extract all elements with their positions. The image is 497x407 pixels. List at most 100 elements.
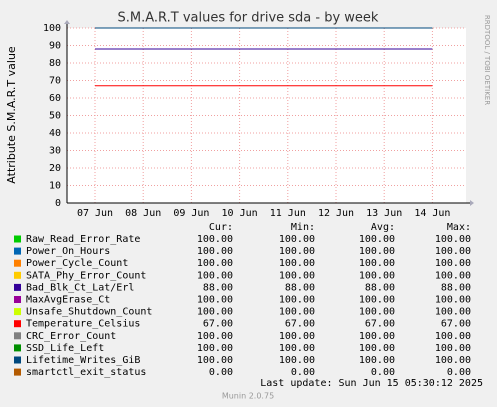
x-tick-label: 14 Jun: [414, 208, 450, 219]
x-tick-label: 10 Jun: [222, 208, 258, 219]
x-tick-label: 07 Jun: [77, 208, 113, 219]
legend-swatch: [14, 296, 21, 303]
legend-label: CRC_Error_Count: [26, 331, 116, 342]
column-header: Avg:: [371, 222, 395, 233]
y-tick-label: 70: [49, 76, 61, 87]
legend-label: SATA_Phy_Error_Count: [26, 270, 146, 281]
legend-value: 100.00: [359, 270, 395, 281]
y-tick-label: 30: [49, 146, 61, 157]
legend-value: 100.00: [197, 246, 233, 257]
legend-value: 100.00: [435, 331, 471, 342]
legend-value: 100.00: [435, 258, 471, 269]
x-arrow: [470, 200, 474, 206]
legend-value: 100.00: [197, 258, 233, 269]
y-tick-label: 100: [43, 23, 61, 34]
legend-swatch: [14, 344, 21, 352]
y-tick-label: 40: [49, 128, 61, 139]
legend-value: 100.00: [359, 343, 395, 354]
legend-label: Power_On_Hours: [26, 246, 110, 257]
legend-value: 0.00: [447, 367, 471, 378]
legend-value: 100.00: [279, 234, 315, 245]
legend-value: 100.00: [197, 343, 233, 354]
y-tick-label: 60: [49, 93, 61, 104]
lines: [95, 27, 433, 204]
legend-value: 100.00: [435, 307, 471, 318]
legend-swatch: [14, 283, 21, 291]
legend-value: 100.00: [279, 295, 315, 306]
legend-value: 100.00: [359, 234, 395, 245]
legend-value: 100.00: [197, 295, 233, 306]
legend-value: 100.00: [435, 355, 471, 366]
legend-label: Temperature_Celsius: [26, 319, 140, 330]
legend-value: 100.00: [359, 331, 395, 342]
legend-value: 67.00: [441, 319, 471, 330]
legend-swatch: [14, 235, 21, 243]
legend-value: 88.00: [203, 282, 233, 293]
legend-value: 100.00: [359, 307, 395, 318]
legend-value: 100.00: [359, 295, 395, 306]
legend-value: 100.00: [435, 246, 471, 257]
legend-swatch: [14, 332, 21, 340]
x-tick-label: 12 Jun: [318, 208, 354, 219]
legend-value: 100.00: [435, 234, 471, 245]
legend-swatch: [14, 320, 21, 328]
legend-label: Power_Cycle_Count: [26, 258, 128, 269]
legend-value: 100.00: [359, 355, 395, 366]
legend-value: 0.00: [209, 367, 233, 378]
legend-label: MaxAvgErase_Ct: [26, 295, 110, 306]
legend-value: 100.00: [197, 270, 233, 281]
legend-value: 0.00: [371, 367, 395, 378]
legend-value: 100.00: [279, 270, 315, 281]
legend-value: 100.00: [359, 258, 395, 269]
legend-swatch: [14, 247, 21, 255]
chart-title: S.M.A.R.T values for drive sda - by week: [118, 11, 379, 26]
legend-swatch: [14, 368, 21, 376]
legend-label: Raw_Read_Error_Rate: [26, 234, 140, 245]
x-tick-label: 09 Jun: [173, 208, 209, 219]
legend-value: 88.00: [441, 282, 471, 293]
legend-value: 67.00: [285, 319, 315, 330]
legend-swatch: [14, 271, 21, 279]
legend-value: 100.00: [279, 355, 315, 366]
legend-value: 100.00: [197, 331, 233, 342]
legend-value: 100.00: [197, 234, 233, 245]
legend-swatch: [14, 259, 21, 267]
legend-value: 100.00: [279, 331, 315, 342]
legend-value: 100.00: [435, 270, 471, 281]
legend-label: Lifetime_Writes_GiB: [26, 355, 140, 366]
legend-label: Bad_Blk_Ct_Lat/Erl: [26, 282, 134, 293]
legend-value: 100.00: [435, 343, 471, 354]
footer: Munin 2.0.75: [222, 392, 274, 401]
y-tick-label: 80: [49, 58, 61, 69]
legend-value: 100.00: [279, 246, 315, 257]
column-header: Max:: [447, 222, 471, 233]
y-arrow: [64, 20, 70, 24]
legend-swatch: [14, 356, 21, 364]
y-tick-label: 20: [49, 163, 61, 174]
legend-value: 88.00: [365, 282, 395, 293]
legend-label: Unsafe_Shutdown_Count: [26, 307, 152, 318]
legend-label: smartctl_exit_status: [26, 367, 146, 378]
y-tick-label: 0: [55, 198, 61, 209]
legend-label: SSD_Life_Left: [26, 343, 104, 354]
legend-swatch: [14, 308, 21, 316]
legend-value: 100.00: [279, 307, 315, 318]
legend-value: 67.00: [365, 319, 395, 330]
watermark: RRDTOOL / TOBI OETIKER: [483, 15, 491, 105]
legend-value: 100.00: [197, 307, 233, 318]
x-tick-label: 08 Jun: [125, 208, 161, 219]
legend-value: 100.00: [279, 258, 315, 269]
legend-value: 0.00: [291, 367, 315, 378]
legend-value: 100.00: [359, 246, 395, 257]
legend-value: 67.00: [203, 319, 233, 330]
legend-value: 100.00: [197, 355, 233, 366]
y-tick-label: 10: [49, 181, 61, 192]
column-header: Cur:: [209, 222, 233, 233]
legend-value: 100.00: [435, 295, 471, 306]
y-tick-label: 50: [49, 111, 61, 122]
y-axis-label: Attribute S.M.A.R.T value: [5, 46, 18, 184]
last-update: Last update: Sun Jun 15 05:30:12 2025: [260, 378, 483, 389]
legend-value: 100.00: [279, 343, 315, 354]
column-header: Min:: [291, 222, 315, 233]
